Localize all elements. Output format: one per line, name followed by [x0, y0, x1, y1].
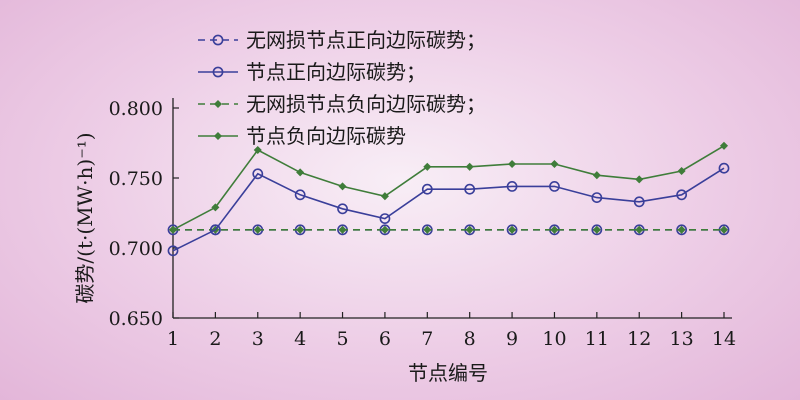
- data-point: [549, 180, 560, 192]
- data-point: [296, 168, 305, 177]
- x-tick-label: 13: [670, 328, 694, 350]
- data-point: [338, 225, 347, 234]
- data-point: [550, 159, 559, 169]
- y-tick-label: 0.650: [109, 308, 163, 330]
- data-point: [294, 189, 306, 201]
- data-point: [592, 225, 601, 234]
- x-tick-label: 9: [506, 328, 518, 350]
- x-tick-label: 12: [627, 328, 651, 350]
- x-tick-label: 3: [252, 328, 264, 350]
- x-axis-label: 节点编号: [408, 361, 488, 385]
- legend-entry-1: 无网损节点正向边际碳势；: [198, 28, 486, 52]
- data-point: [167, 245, 179, 257]
- x-tick-label: 14: [712, 328, 736, 350]
- data-point: [296, 225, 305, 234]
- x-tick-label: 8: [464, 328, 476, 350]
- data-point: [253, 225, 262, 234]
- y-tick-label: 0.750: [109, 168, 163, 190]
- legend-marker: [213, 99, 223, 109]
- data-point: [635, 175, 644, 184]
- data-point: [508, 159, 517, 169]
- data-point: [719, 141, 729, 150]
- legend-entry-2: 节点正向边际碳势；: [198, 60, 426, 84]
- legend: 无网损节点正向边际碳势； 节点正向边际碳势； 无网损节点负向边际碳势； 节点负向边际碳…: [198, 28, 486, 148]
- data-point: [423, 162, 432, 171]
- series-2: [167, 162, 730, 257]
- series-4: [168, 141, 729, 234]
- data-point: [506, 224, 518, 236]
- data-point: [508, 225, 517, 234]
- data-point: [677, 166, 686, 176]
- legend-marker: [212, 66, 224, 78]
- y-tick-label: 0.700: [109, 238, 163, 260]
- data-point: [464, 183, 476, 195]
- series-line: [172, 145, 725, 231]
- legend-label: 无网损节点负向边际碳势；: [246, 92, 486, 116]
- data-point: [465, 162, 474, 171]
- legend-marker: [212, 34, 224, 46]
- data-point: [211, 203, 220, 212]
- series-layer: [167, 141, 730, 257]
- x-tick-label: 6: [379, 328, 391, 350]
- data-point: [633, 196, 645, 208]
- data-point: [635, 225, 644, 234]
- legend-marker: [213, 131, 223, 141]
- x-tick-label: 2: [209, 328, 221, 350]
- x-tick-label: 5: [336, 328, 348, 350]
- data-point: [676, 189, 688, 201]
- data-point: [423, 225, 432, 234]
- x-tick-label: 7: [421, 328, 433, 350]
- data-point: [550, 225, 559, 234]
- data-point: [380, 225, 389, 234]
- y-axis-label: 碳势/(t·(MW·h)⁻¹): [73, 132, 97, 303]
- data-point: [677, 225, 686, 234]
- data-point: [253, 145, 262, 155]
- y-tick-label: 0.800: [109, 98, 163, 120]
- data-point: [592, 171, 601, 180]
- x-tick-label: 11: [585, 328, 609, 350]
- data-point: [719, 225, 729, 234]
- data-point: [337, 203, 348, 215]
- x-tick-label: 1: [167, 328, 179, 350]
- legend-label: 节点负向边际碳势: [246, 124, 406, 148]
- data-point: [380, 192, 389, 201]
- x-tick-label: 4: [294, 328, 306, 350]
- series-line: [172, 167, 725, 252]
- data-point: [209, 224, 221, 236]
- data-point: [168, 225, 178, 234]
- data-point: [338, 182, 347, 191]
- data-point: [591, 192, 603, 203]
- data-point: [718, 162, 730, 174]
- data-point: [506, 180, 518, 192]
- legend-label: 节点正向边际碳势；: [246, 60, 426, 84]
- x-tick-label: 10: [542, 328, 566, 350]
- legend-entry-4: 节点负向边际碳势: [198, 124, 406, 148]
- data-point: [591, 224, 603, 236]
- legend-label: 无网损节点正向边际碳势；: [246, 28, 486, 52]
- data-point: [465, 225, 474, 234]
- data-point: [379, 213, 391, 224]
- data-point: [252, 168, 264, 180]
- legend-entry-3: 无网损节点负向边际碳势；: [198, 92, 486, 116]
- data-point: [421, 183, 433, 195]
